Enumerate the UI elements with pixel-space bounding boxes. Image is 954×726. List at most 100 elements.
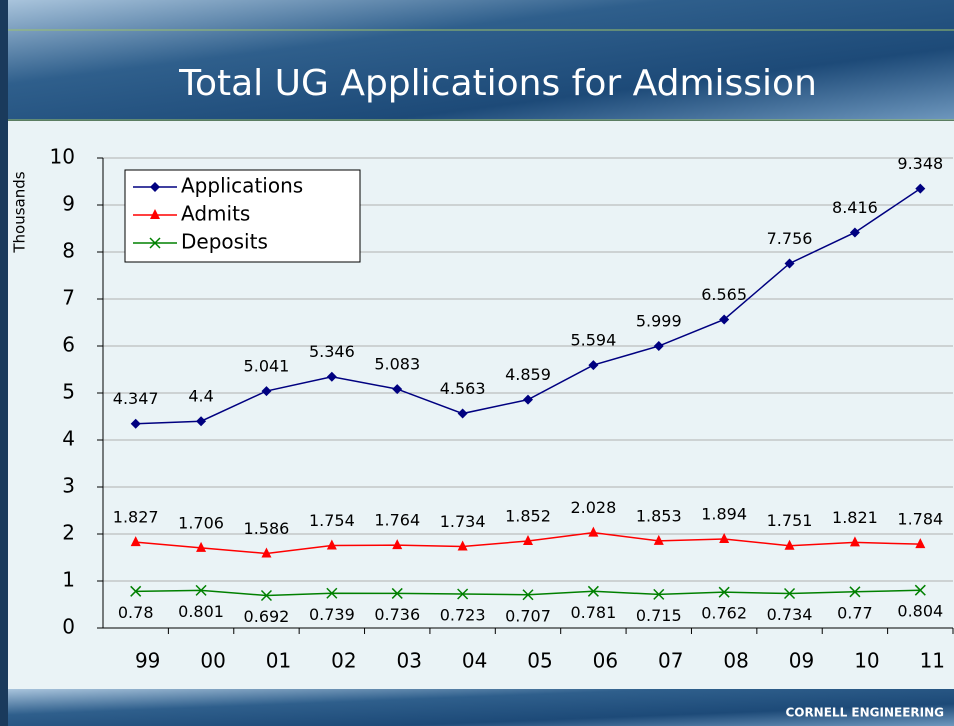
- y-tick-label: 10: [50, 145, 75, 169]
- marker: [719, 314, 730, 325]
- data-label: 1.852: [505, 506, 551, 525]
- data-label: 0.77: [837, 603, 873, 622]
- legend-label: Deposits: [181, 230, 268, 254]
- data-label: 0.78: [118, 603, 154, 622]
- marker: [588, 360, 599, 371]
- data-label: 0.692: [244, 607, 290, 626]
- x-tick-label: 01: [266, 649, 291, 673]
- y-tick-label: 5: [62, 380, 75, 404]
- marker: [784, 587, 796, 600]
- footer-band: [8, 689, 954, 726]
- x-tick-label: 03: [397, 649, 422, 673]
- y-tick-label: 3: [62, 474, 75, 498]
- data-label: 0.739: [309, 605, 355, 624]
- data-label: 1.764: [374, 511, 420, 530]
- data-label: 0.715: [636, 606, 682, 625]
- marker: [196, 416, 207, 427]
- y-tick-label: 4: [62, 427, 75, 451]
- data-label: 1.754: [309, 511, 355, 530]
- y-tick-label: 6: [62, 333, 75, 357]
- data-label: 1.706: [178, 513, 224, 532]
- marker: [391, 587, 403, 599]
- y-tick-label: 9: [62, 192, 75, 216]
- data-label: 4.4: [188, 387, 213, 406]
- data-label: 0.707: [505, 606, 551, 625]
- data-label: 1.894: [701, 504, 747, 523]
- y-tick-label: 2: [62, 521, 75, 545]
- data-label: 4.563: [440, 379, 486, 398]
- marker: [718, 586, 730, 598]
- data-label: 6.565: [701, 285, 747, 304]
- x-tick-label: 10: [854, 649, 879, 673]
- data-label: 1.827: [113, 508, 159, 527]
- data-label: 7.756: [767, 229, 813, 248]
- marker: [260, 589, 272, 602]
- legend-box: [124, 169, 361, 263]
- marker: [784, 258, 795, 269]
- legend-label: Admits: [181, 202, 250, 226]
- y-axis-label: Thousands: [11, 171, 29, 253]
- data-label: 5.346: [309, 342, 355, 361]
- marker: [784, 539, 795, 550]
- x-tick-label: 06: [593, 649, 618, 673]
- marker: [849, 227, 860, 238]
- data-label: 5.083: [374, 355, 420, 374]
- marker: [130, 585, 142, 597]
- chart-title: Total UG Applications for Admission: [178, 63, 817, 104]
- x-tick-label: 99: [135, 649, 160, 673]
- marker: [653, 534, 664, 545]
- header-band: [8, 0, 954, 120]
- marker: [523, 534, 533, 545]
- marker: [196, 541, 207, 552]
- marker: [195, 584, 207, 596]
- x-tick-label: 11: [920, 649, 945, 673]
- marker: [915, 538, 926, 549]
- data-label: 0.762: [701, 604, 747, 623]
- legend-label: Applications: [181, 174, 303, 198]
- data-label: 1.784: [897, 510, 943, 529]
- marker: [457, 408, 468, 419]
- marker: [326, 371, 337, 382]
- data-label: 4.347: [113, 389, 159, 408]
- data-label: 0.723: [440, 606, 486, 625]
- marker: [326, 539, 337, 550]
- data-label: 4.859: [505, 365, 551, 384]
- marker: [653, 588, 665, 600]
- y-tick-label: 0: [62, 615, 75, 639]
- data-label: 2.028: [570, 498, 616, 517]
- y-tick-label: 7: [62, 286, 75, 310]
- data-label: 1.821: [832, 508, 878, 527]
- marker: [457, 540, 468, 551]
- legend-marker: [150, 182, 160, 192]
- data-label: 5.041: [244, 357, 290, 376]
- marker: [392, 539, 403, 550]
- footer-text: CORNELL ENGINEERING: [785, 706, 944, 720]
- data-label: 1.734: [440, 512, 486, 531]
- marker: [326, 587, 338, 599]
- marker: [261, 386, 272, 397]
- marker: [130, 418, 141, 429]
- data-label: 1.751: [767, 511, 813, 530]
- x-tick-label: 02: [331, 649, 356, 673]
- x-tick-label: 08: [723, 649, 748, 673]
- data-label: 1.853: [636, 506, 682, 525]
- marker: [457, 588, 469, 600]
- legend-marker: [149, 237, 161, 249]
- x-tick-label: 07: [658, 649, 683, 673]
- marker: [849, 536, 860, 547]
- data-label: 8.416: [832, 198, 878, 217]
- data-label: 0.734: [767, 605, 813, 624]
- marker: [522, 589, 534, 601]
- y-tick-label: 1: [62, 568, 75, 592]
- data-label: 9.348: [897, 154, 943, 173]
- x-tick-label: 04: [462, 649, 487, 673]
- x-tick-label: 00: [200, 649, 225, 673]
- marker: [523, 394, 533, 405]
- marker: [915, 183, 926, 194]
- marker: [653, 341, 664, 352]
- marker: [849, 586, 861, 598]
- legend-marker: [150, 209, 160, 219]
